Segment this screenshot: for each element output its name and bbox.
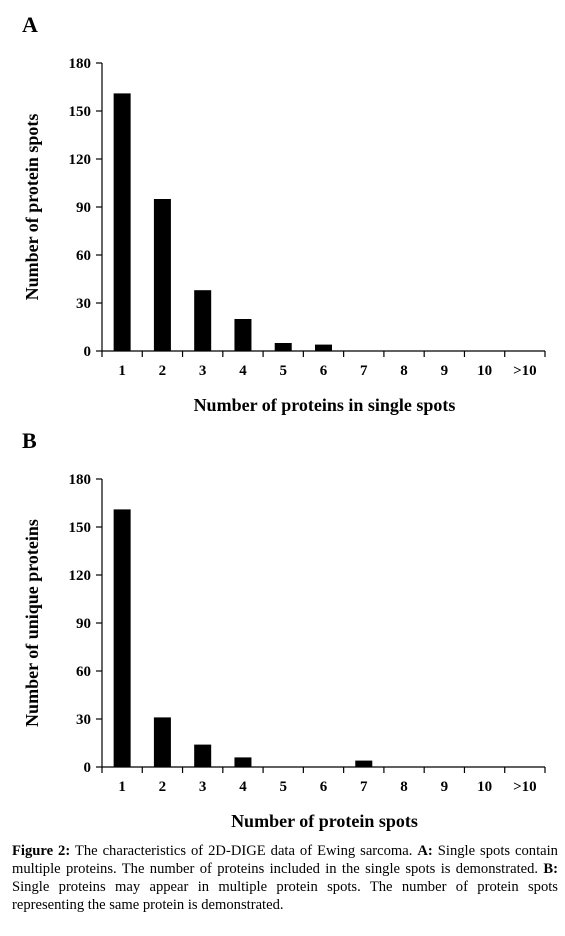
chart-a-x-tick-label: 7 (360, 363, 368, 379)
caption-text-2: Single spots contain multiple proteins. … (12, 843, 558, 877)
chart-b-y-tick-label: 0 (84, 760, 92, 776)
chart-b-y-tick-label: 90 (76, 616, 91, 632)
chart-b-x-tick-label: 5 (279, 779, 287, 795)
chart-b-bar-1 (113, 509, 131, 767)
chart-b-x-tick-label: >10 (513, 779, 537, 795)
chart-b-bar-2 (153, 717, 171, 767)
chart-a-y-tick-label: 180 (69, 56, 92, 72)
caption-a-label: A: (417, 843, 433, 859)
chart-a-x-tick-label: 10 (477, 363, 492, 379)
chart-a-y-tick-label: 120 (69, 152, 92, 168)
chart-a-x-tick-label: 1 (118, 363, 126, 379)
chart-a-y-tick-label: 0 (84, 344, 92, 360)
chart-a-x-tick-label: 2 (159, 363, 167, 379)
chart-a-bar-4 (234, 319, 252, 351)
chart-a-x-tick-label: 8 (400, 363, 408, 379)
chart-b-bar-4 (234, 757, 252, 767)
figure-caption: Figure 2: The characteristics of 2D-DIGE… (12, 842, 558, 914)
chart-a-x-tick-label: >10 (513, 363, 537, 379)
caption-label: Figure 2: (12, 843, 71, 859)
chart-a-x-tick-label: 9 (441, 363, 449, 379)
chart-b-x-tick-label: 7 (360, 779, 368, 795)
chart-b-x-tick-label: 6 (320, 779, 328, 795)
chart-b-x-tick-label: 8 (400, 779, 408, 795)
panel-b-letter: B (22, 428, 37, 453)
chart-a-bar-1 (113, 93, 131, 352)
chart-b-y-axis-title: Number of unique proteins (22, 519, 42, 727)
chart-b-y-tick-label: 60 (76, 664, 91, 680)
chart-b-y-tick-label: 180 (69, 472, 92, 488)
chart-a-y-tick-label: 60 (76, 248, 91, 264)
chart-b-x-tick-label: 3 (199, 779, 207, 795)
chart-a: 0 30 60 90 120 150 180 1 2 3 4 5 6 7 8 9 10 >10 Number of … (22, 56, 546, 415)
caption-b-label: B: (543, 861, 558, 877)
chart-a-bar-3 (194, 290, 212, 351)
chart-a-x-tick-label: 5 (279, 363, 287, 379)
chart-b: 0 30 60 90 120 150 180 1 2 3 4 5 6 7 8 9 10 >10 Number of … (22, 472, 546, 831)
chart-b-x-tick-label: 9 (441, 779, 449, 795)
chart-a-bar-2 (153, 199, 171, 351)
chart-a-bar-6 (315, 344, 332, 351)
chart-b-x-tick-label: 1 (118, 779, 126, 795)
caption-text-3: Single proteins may appear in multiple p… (12, 879, 558, 913)
chart-b-x-tick-label: 2 (159, 779, 167, 795)
chart-a-y-tick-label: 90 (76, 200, 91, 216)
chart-b-y-tick-label: 120 (69, 568, 92, 584)
chart-b-x-tick-label: 10 (477, 779, 492, 795)
chart-b-bar-3 (194, 744, 212, 767)
chart-a-x-tick-label: 6 (320, 363, 328, 379)
chart-a-x-tick-label: 3 (199, 363, 207, 379)
chart-a-y-tick-label: 150 (69, 104, 92, 120)
chart-b-x-tick-label: 4 (239, 779, 247, 795)
chart-b-y-tick-label: 30 (76, 712, 91, 728)
panel-a-letter: A (22, 12, 38, 37)
chart-b-y-tick-label: 150 (69, 520, 92, 536)
chart-a-x-tick-label: 4 (239, 363, 247, 379)
chart-b-x-axis-title: Number of protein spots (231, 811, 418, 831)
chart-b-bar-7 (355, 760, 373, 767)
chart-a-y-tick-label: 30 (76, 296, 91, 312)
chart-a-y-axis-title: Number of protein spots (22, 114, 42, 301)
chart-a-x-axis-title: Number of proteins in single spots (194, 395, 456, 415)
chart-a-bar-5 (274, 343, 292, 351)
caption-text-1: The characteristics of 2D-DIGE data of E… (70, 843, 418, 859)
